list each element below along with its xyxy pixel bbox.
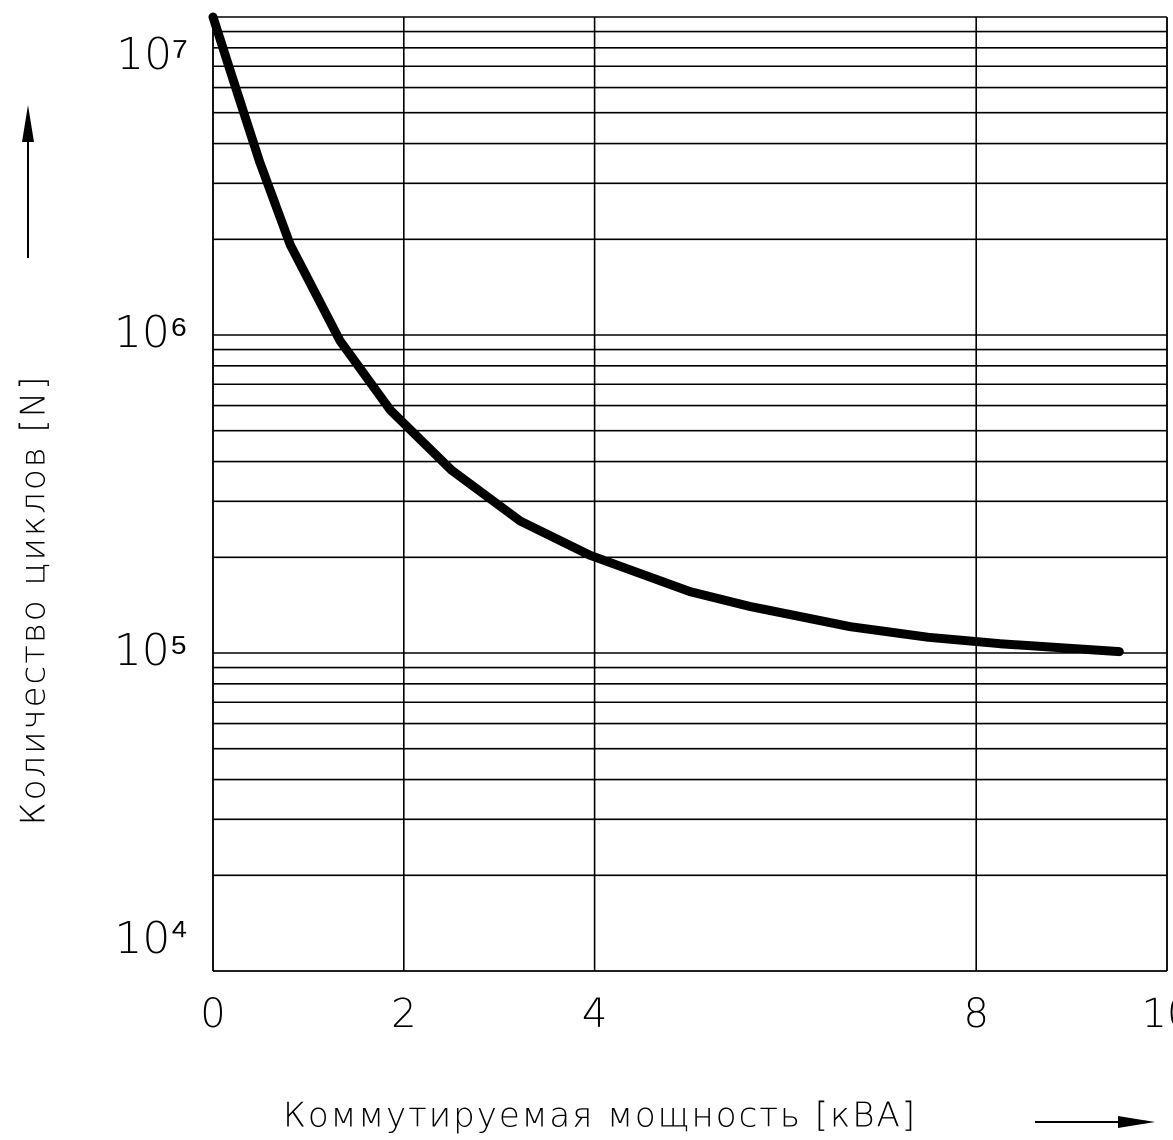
x-tick-label: 2 (391, 991, 416, 1037)
y-axis-title: Количество циклов [N] (14, 375, 54, 826)
x-tick-label: 8 (963, 991, 988, 1037)
y-tick-label: 10⁷ (116, 29, 188, 80)
x-axis-title: Коммутируемая мощность [кВА] (283, 1096, 917, 1136)
x-tick-label: 4 (582, 991, 607, 1037)
y-arrow (22, 105, 34, 258)
y-tick-label: 10⁵ (114, 625, 188, 676)
x-tick-label: 0 (200, 991, 225, 1037)
y-tick-label: 10⁶ (114, 307, 188, 358)
y-tick-label: 10⁴ (114, 913, 188, 964)
data-line (208, 12, 1124, 657)
x-tick-label: 10 (1142, 991, 1173, 1037)
x-arrow (1035, 1116, 1155, 1128)
